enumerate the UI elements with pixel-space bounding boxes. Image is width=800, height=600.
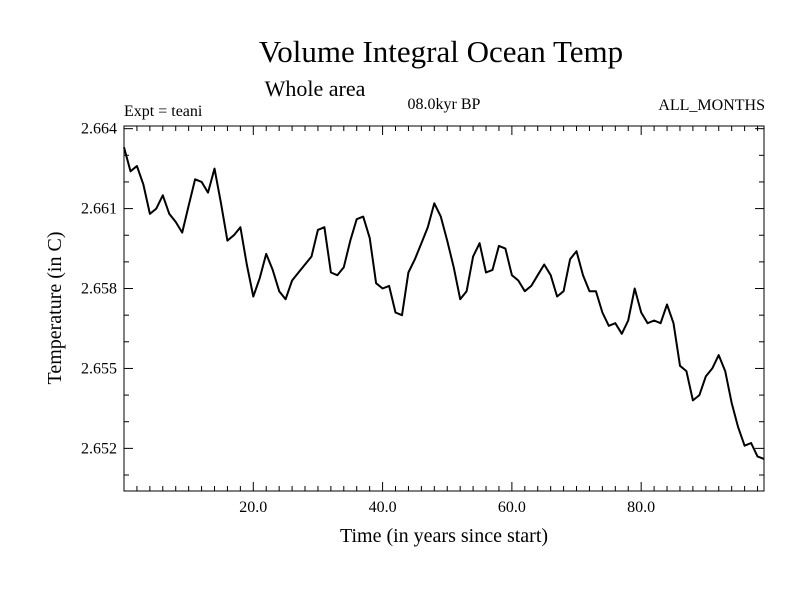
x-axis-label: Time (in years since start) [340, 525, 548, 547]
y-axis-ticks [124, 128, 764, 476]
header-period: 08.0kyr BP [408, 96, 481, 113]
y-tick-label: 2.658 [81, 281, 117, 298]
y-tick-label: 2.655 [81, 360, 117, 377]
y-tick-label: 2.661 [81, 201, 117, 218]
series-line-temperature [123, 147, 765, 460]
y-tick-label: 2.652 [81, 440, 117, 457]
y-tick-label: 2.664 [81, 121, 117, 138]
x-tick-label: 40.0 [369, 499, 397, 516]
y-axis-label: Temperature (in C) [44, 232, 66, 385]
plot-frame [123, 125, 765, 492]
header-expt: Expt = teani [124, 103, 203, 120]
chart-subtitle: Whole area [265, 76, 366, 101]
chart-title: Volume Integral Ocean Temp [259, 34, 623, 69]
x-tick-label: 80.0 [627, 499, 655, 516]
y-axis-tick-labels: 2.652 2.655 2.658 2.661 2.664 [81, 121, 117, 458]
x-tick-label: 20.0 [239, 499, 267, 516]
header-months: ALL_MONTHS [658, 97, 765, 114]
x-tick-label: 60.0 [498, 499, 526, 516]
x-axis-tick-labels: 20.0 40.0 60.0 80.0 [239, 499, 655, 516]
x-axis-ticks [136, 126, 759, 491]
